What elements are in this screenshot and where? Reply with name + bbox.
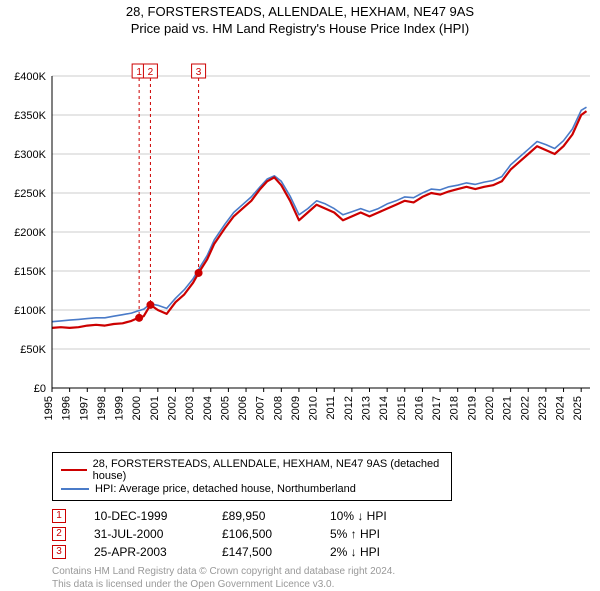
transaction-price: £89,950 — [222, 509, 302, 523]
svg-text:£350K: £350K — [14, 110, 46, 122]
svg-text:2010: 2010 — [308, 396, 320, 420]
svg-text:2007: 2007 — [255, 396, 267, 420]
svg-text:2025: 2025 — [572, 396, 584, 420]
svg-text:1996: 1996 — [61, 396, 73, 420]
transaction-diff: 10% ↓ HPI — [330, 509, 410, 523]
svg-text:2017: 2017 — [431, 396, 443, 420]
svg-text:2022: 2022 — [519, 396, 531, 420]
svg-text:£150K: £150K — [14, 266, 46, 278]
svg-text:2001: 2001 — [149, 396, 161, 420]
svg-text:2023: 2023 — [537, 396, 549, 420]
transaction-row: 3 25-APR-2003 £147,500 2% ↓ HPI — [52, 545, 600, 559]
legend: 28, FORSTERSTEADS, ALLENDALE, HEXHAM, NE… — [52, 452, 452, 501]
svg-text:2008: 2008 — [272, 396, 284, 420]
svg-text:2009: 2009 — [290, 396, 302, 420]
svg-text:£50K: £50K — [20, 344, 46, 356]
svg-text:2016: 2016 — [413, 396, 425, 420]
svg-text:2014: 2014 — [378, 396, 390, 420]
svg-text:1997: 1997 — [78, 396, 90, 420]
transaction-row: 2 31-JUL-2000 £106,500 5% ↑ HPI — [52, 527, 600, 541]
svg-text:1998: 1998 — [96, 396, 108, 420]
legend-swatch — [61, 488, 89, 490]
svg-text:2024: 2024 — [555, 396, 567, 420]
svg-text:2015: 2015 — [396, 396, 408, 420]
transaction-table: 1 10-DEC-1999 £89,950 10% ↓ HPI 2 31-JUL… — [52, 509, 600, 559]
transaction-marker: 2 — [52, 527, 66, 541]
legend-row: 28, FORSTERSTEADS, ALLENDALE, HEXHAM, NE… — [61, 458, 443, 482]
svg-text:2005: 2005 — [219, 396, 231, 420]
legend-label: 28, FORSTERSTEADS, ALLENDALE, HEXHAM, NE… — [93, 458, 443, 482]
svg-text:2013: 2013 — [361, 396, 373, 420]
legend-row: HPI: Average price, detached house, Nort… — [61, 483, 443, 495]
legend-label: HPI: Average price, detached house, Nort… — [95, 483, 356, 495]
price-chart: £0 £50K £100K £150K £200K £250K £300K £350K £400… — [0, 36, 600, 446]
svg-text:£100K: £100K — [14, 305, 46, 317]
transaction-marker: 1 — [52, 509, 66, 523]
svg-text:3: 3 — [196, 67, 202, 78]
transaction-diff: 5% ↑ HPI — [330, 527, 410, 541]
svg-text:2018: 2018 — [449, 396, 461, 420]
attribution: Contains HM Land Registry data © Crown c… — [52, 565, 600, 591]
svg-text:2019: 2019 — [466, 396, 478, 420]
svg-text:£200K: £200K — [14, 227, 46, 239]
transaction-diff: 2% ↓ HPI — [330, 545, 410, 559]
transaction-date: 25-APR-2003 — [94, 545, 194, 559]
transaction-date: 31-JUL-2000 — [94, 527, 194, 541]
transaction-row: 1 10-DEC-1999 £89,950 10% ↓ HPI — [52, 509, 600, 523]
chart-title-line1: 28, FORSTERSTEADS, ALLENDALE, HEXHAM, NE… — [0, 0, 600, 21]
svg-text:1999: 1999 — [114, 396, 126, 420]
transaction-marker: 3 — [52, 545, 66, 559]
attribution-line: Contains HM Land Registry data © Crown c… — [52, 565, 600, 578]
svg-text:2012: 2012 — [343, 396, 355, 420]
attribution-line: This data is licensed under the Open Gov… — [52, 578, 600, 591]
svg-text:2000: 2000 — [131, 396, 143, 420]
svg-text:1: 1 — [136, 67, 142, 78]
svg-text:2004: 2004 — [202, 396, 214, 420]
transaction-date: 10-DEC-1999 — [94, 509, 194, 523]
legend-swatch — [61, 469, 87, 471]
svg-text:2011: 2011 — [325, 396, 337, 420]
svg-text:£0: £0 — [34, 383, 46, 395]
svg-text:2020: 2020 — [484, 396, 496, 420]
svg-text:2: 2 — [148, 67, 154, 78]
transaction-price: £147,500 — [222, 545, 302, 559]
transaction-price: £106,500 — [222, 527, 302, 541]
svg-text:2003: 2003 — [184, 396, 196, 420]
svg-text:2002: 2002 — [166, 396, 178, 420]
svg-text:£250K: £250K — [14, 188, 46, 200]
chart-title-line2: Price paid vs. HM Land Registry's House … — [0, 21, 600, 36]
svg-text:£400K: £400K — [14, 71, 46, 83]
svg-text:2021: 2021 — [502, 396, 514, 420]
svg-text:£300K: £300K — [14, 149, 46, 161]
svg-text:1995: 1995 — [43, 396, 55, 420]
svg-text:2006: 2006 — [237, 396, 249, 420]
